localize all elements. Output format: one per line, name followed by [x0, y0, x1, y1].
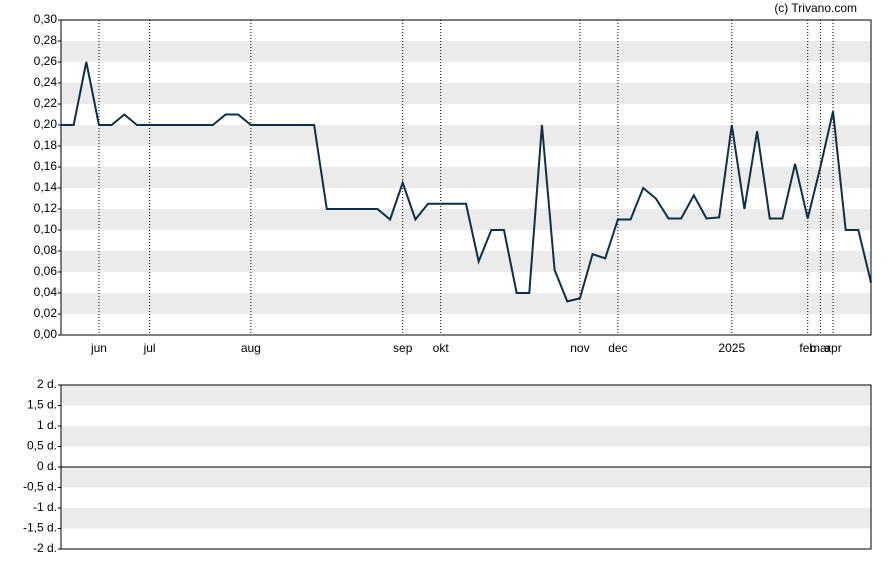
grid-band	[61, 467, 871, 488]
credit: (c) Trivano.com	[774, 1, 857, 15]
y-tick-label: 0,24	[34, 75, 58, 89]
x-tick-label: apr	[824, 341, 841, 355]
y-tick-label: 0,00	[34, 327, 58, 341]
x-tick-label: nov	[570, 341, 589, 355]
y-tick-label: 0,06	[34, 264, 58, 278]
grid-band	[61, 125, 871, 146]
plot-frame	[60, 384, 872, 550]
x-tick-label: 2025	[718, 341, 745, 355]
x-tick-label: sep	[393, 341, 413, 355]
x-tick-label: aug	[241, 341, 261, 355]
y-tick-label: -1,5 d.	[23, 521, 57, 535]
y-tick-label: 0,08	[34, 243, 58, 257]
y-tick-label: 0,20	[34, 117, 58, 131]
y-tick-label: 0,04	[34, 285, 58, 299]
grid-band	[61, 209, 871, 230]
x-tick-label: jul	[143, 341, 156, 355]
grid-band	[61, 385, 871, 406]
y-tick-label: -2 d.	[33, 541, 57, 555]
price-line	[61, 61, 872, 303]
x-tick-label: okt	[433, 341, 450, 355]
grid-band	[61, 41, 871, 62]
y-tick-label: 0,22	[34, 96, 58, 110]
y-tick-label: 0,10	[34, 222, 58, 236]
y-tick-label: 0,12	[34, 201, 58, 215]
y-tick-label: 0 d.	[37, 459, 57, 473]
y-tick-label: -1 d.	[33, 500, 57, 514]
y-tick-label: -0,5 d.	[23, 480, 57, 494]
x-tick-label: feb	[799, 341, 816, 355]
y-tick-label: 0,02	[34, 306, 58, 320]
y-tick-label: 1 d.	[37, 418, 57, 432]
grid-band	[61, 426, 871, 447]
grid-band	[61, 251, 871, 272]
y-tick-label: 0,28	[34, 33, 58, 47]
y-tick-label: 0,26	[34, 54, 58, 68]
y-tick-label: 1,5 d.	[27, 398, 57, 412]
y-tick-label: 0,30	[34, 12, 58, 26]
y-tick-label: 0,16	[34, 159, 58, 173]
y-tick-label: 2 d.	[37, 377, 57, 391]
plot-frame	[60, 19, 872, 336]
grid-band	[61, 293, 871, 314]
y-tick-label: 0,14	[34, 180, 58, 194]
y-tick-label: 0,5 d.	[27, 439, 57, 453]
y-tick-label: 0,18	[34, 138, 58, 152]
x-tick-label: mar	[810, 341, 831, 355]
grid-band	[61, 167, 871, 188]
grid-band	[61, 83, 871, 104]
x-tick-label: jun	[90, 341, 107, 355]
x-tick-label: dec	[608, 341, 627, 355]
grid-band	[61, 508, 871, 529]
